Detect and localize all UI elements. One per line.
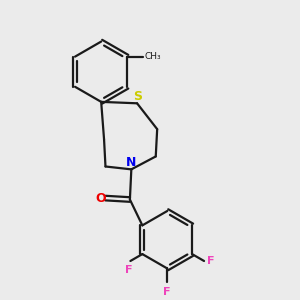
Text: F: F xyxy=(164,286,171,296)
Text: F: F xyxy=(207,256,214,266)
Text: F: F xyxy=(125,265,133,275)
Text: S: S xyxy=(133,91,142,103)
Text: CH₃: CH₃ xyxy=(145,52,161,61)
Text: O: O xyxy=(95,192,106,205)
Text: N: N xyxy=(126,156,136,169)
